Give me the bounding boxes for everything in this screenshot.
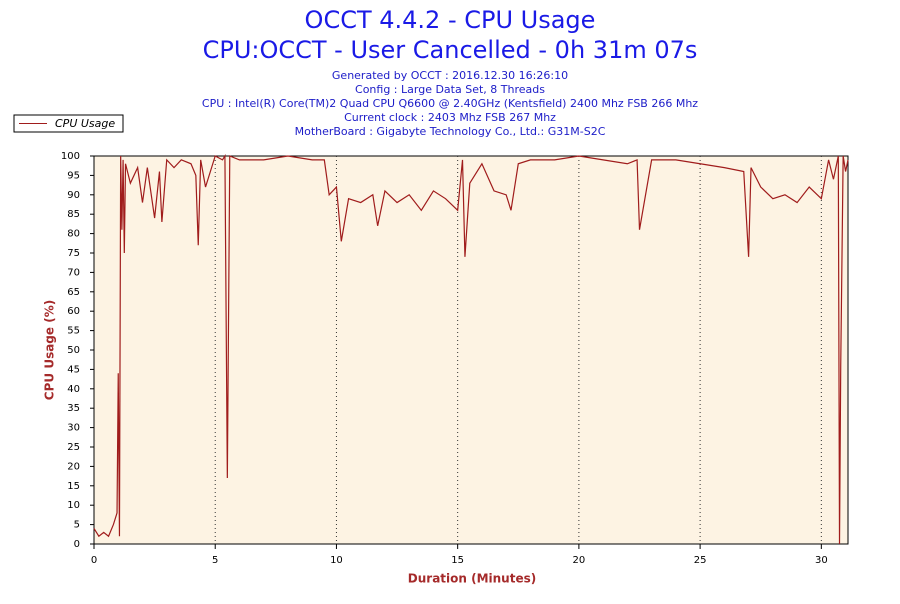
chart-title: OCCT 4.4.2 - CPU Usage [305, 6, 596, 34]
legend-box [13, 114, 124, 133]
chart-subtitle: CPU:OCCT - User Cancelled - 0h 31m 07s [203, 36, 698, 64]
x-tick-label: 20 [573, 555, 586, 566]
y-tick-label: 30 [67, 423, 80, 434]
x-tick-label: 25 [694, 555, 707, 566]
info-line: Current clock : 2403 Mhz FSB 267 Mhz [344, 111, 556, 124]
y-tick-label: 15 [67, 481, 80, 492]
y-tick-label: 45 [67, 364, 80, 375]
x-tick-label: 0 [91, 555, 97, 566]
y-tick-label: 55 [67, 326, 80, 337]
info-line: Config : Large Data Set, 8 Threads [355, 83, 545, 96]
legend: CPU Usage [13, 114, 124, 133]
y-tick-label: 70 [67, 267, 80, 278]
plot-area [93, 155, 849, 545]
y-tick-label: 95 [67, 170, 80, 181]
y-tick-label: 5 [74, 520, 80, 531]
y-tick-label: 20 [67, 461, 80, 472]
data-line [93, 153, 849, 545]
y-tick-label: 25 [67, 442, 80, 453]
y-tick-label: 60 [67, 306, 80, 317]
info-line: CPU : Intel(R) Core(TM)2 Quad CPU Q6600 … [202, 97, 698, 110]
y-tick-label: 10 [67, 500, 80, 511]
y-tick-label: 85 [67, 209, 80, 220]
x-axis-label: Duration (Minutes) [408, 572, 536, 586]
y-tick-label: 65 [67, 287, 80, 298]
info-line: MotherBoard : Gigabyte Technology Co., L… [295, 125, 606, 138]
y-tick-label: 75 [67, 248, 80, 259]
x-tick-label: 10 [330, 555, 343, 566]
x-tick-label: 30 [815, 555, 828, 566]
y-tick-label: 90 [67, 190, 80, 201]
x-tick-label: 5 [212, 555, 218, 566]
y-tick-label: 100 [61, 151, 80, 162]
legend-label: CPU Usage [55, 117, 115, 130]
x-tick-label: 15 [451, 555, 464, 566]
y-tick-label: 80 [67, 229, 80, 240]
y-tick-label: 0 [74, 539, 80, 550]
y-tick-label: 40 [67, 384, 80, 395]
y-axis-label: CPU Usage (%) [43, 300, 57, 400]
y-tick-label: 50 [67, 345, 80, 356]
info-line: Generated by OCCT : 2016.12.30 16:26:10 [332, 69, 568, 82]
y-tick-label: 35 [67, 403, 80, 414]
